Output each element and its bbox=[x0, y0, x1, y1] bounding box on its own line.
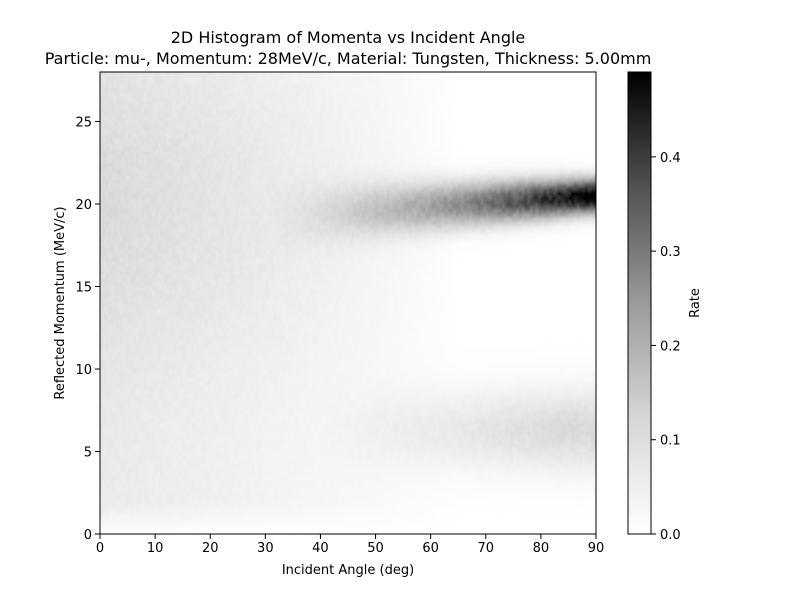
plot-frame bbox=[99, 71, 597, 535]
y-tick-label: 0 bbox=[84, 528, 92, 543]
colorbar-tick-label: 0.3 bbox=[660, 245, 681, 260]
colorbar-ticks: 0.0 0.1 0.2 0.3 0.4 bbox=[651, 151, 681, 543]
y-tick-label: 20 bbox=[75, 198, 92, 213]
x-tick-label: 60 bbox=[422, 541, 439, 556]
y-tick-label: 5 bbox=[84, 446, 92, 461]
colorbar-gradient bbox=[627, 71, 652, 535]
x-tick-label: 80 bbox=[533, 541, 550, 556]
x-tick-label: 30 bbox=[257, 541, 274, 556]
x-axis-ticks: 0 10 20 30 40 50 60 70 80 90 bbox=[96, 534, 604, 556]
x-tick-label: 40 bbox=[312, 541, 329, 556]
colorbar-tick-label: 0.4 bbox=[660, 151, 681, 166]
colorbar-label: Rate bbox=[688, 288, 703, 318]
x-tick-label: 70 bbox=[478, 541, 495, 556]
chart-title: 2D Histogram of Momenta vs Incident Angl… bbox=[171, 28, 526, 47]
y-axis-ticks: 0 5 10 15 20 25 bbox=[75, 116, 100, 543]
colorbar-tick-label: 0.1 bbox=[660, 434, 681, 449]
y-tick-label: 25 bbox=[75, 116, 92, 131]
x-axis-label: Incident Angle (deg) bbox=[282, 563, 414, 578]
colorbar-tick-label: 0.2 bbox=[660, 339, 681, 354]
x-tick-label: 50 bbox=[367, 541, 384, 556]
x-tick-label: 10 bbox=[147, 541, 164, 556]
x-tick-label: 90 bbox=[588, 541, 605, 556]
plot-area bbox=[99, 71, 597, 535]
y-tick-label: 15 bbox=[75, 281, 92, 296]
colorbar: 0.0 0.1 0.2 0.3 0.4 Rate bbox=[627, 71, 703, 543]
y-tick-label: 10 bbox=[75, 363, 92, 378]
chart-subtitle: Particle: mu-, Momentum: 28MeV/c, Materi… bbox=[45, 49, 652, 68]
heatmap-image bbox=[100, 72, 596, 534]
x-tick-label: 0 bbox=[96, 541, 104, 556]
x-tick-label: 20 bbox=[202, 541, 219, 556]
colorbar-tick-label: 0.0 bbox=[660, 528, 681, 543]
y-axis-label: Reflected Momentum (MeV/c) bbox=[53, 206, 68, 399]
